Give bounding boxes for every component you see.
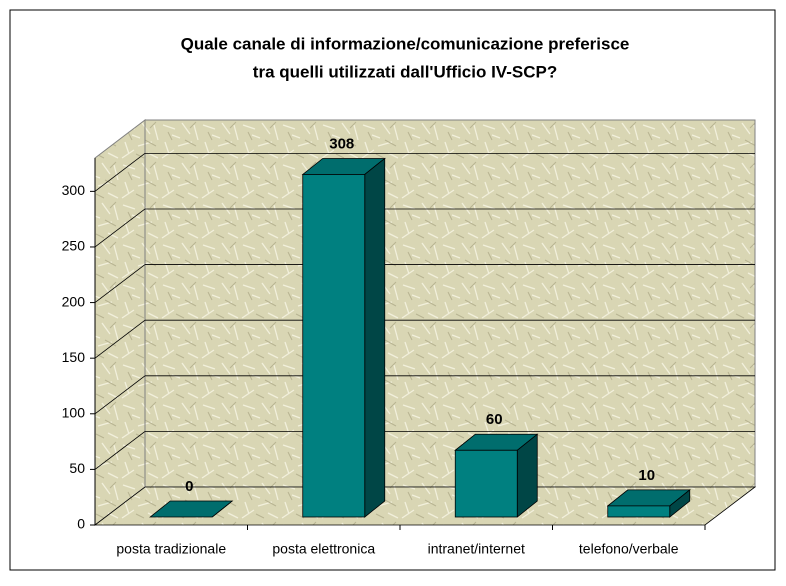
bar — [607, 505, 671, 518]
grid-line — [94, 208, 146, 248]
y-tick-label: 100 — [62, 404, 86, 420]
grid-line — [94, 431, 146, 470]
bar-side — [364, 157, 386, 518]
x-tick-label: intranet/internet — [428, 541, 525, 557]
x-tick-label: telefono/verbale — [579, 541, 679, 557]
side-wall — [94, 118, 146, 527]
grid-line — [94, 319, 146, 359]
bar — [302, 174, 366, 518]
chart-title: tra quelli utilizzati dall'Ufficio IV-SC… — [253, 62, 557, 81]
y-tick-label: 200 — [62, 293, 86, 309]
y-tick-label: 250 — [62, 238, 86, 254]
x-tick-label: posta tradizionale — [116, 541, 226, 557]
floor — [93, 486, 757, 526]
data-label: 10 — [638, 467, 655, 484]
data-label: 0 — [185, 478, 193, 495]
data-label: 60 — [486, 411, 503, 428]
x-tick-label: posta elettronica — [272, 541, 375, 557]
bar-side — [212, 500, 233, 518]
grid-line — [94, 375, 146, 415]
bar — [454, 449, 518, 518]
back-wall — [144, 119, 756, 488]
y-tick-label: 150 — [62, 349, 86, 365]
grid-line — [94, 153, 146, 192]
data-label: 308 — [329, 135, 354, 152]
y-tick-label: 50 — [69, 460, 85, 476]
y-tick-label: 0 — [77, 516, 85, 532]
chart-title: Quale canale di informazione/comunicazio… — [181, 34, 630, 53]
y-tick-label: 300 — [62, 182, 86, 198]
grid-line — [94, 264, 146, 303]
